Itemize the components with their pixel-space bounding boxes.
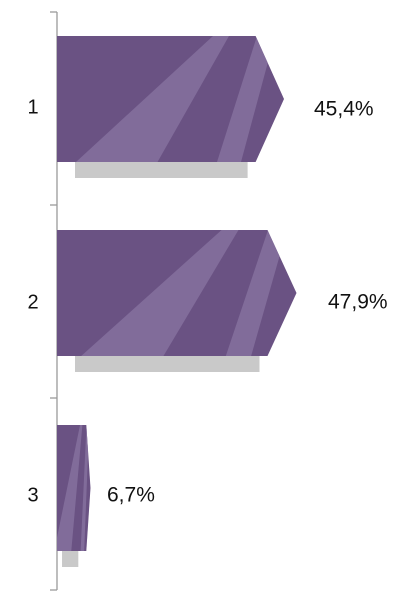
bar-stripe <box>217 36 275 162</box>
category-label: 1 <box>27 96 38 118</box>
bar-shadow <box>62 551 79 567</box>
value-label: 6,7% <box>107 484 155 507</box>
bar-stripe <box>225 230 288 356</box>
bars-group <box>57 36 297 567</box>
value-label: 47,9% <box>328 291 388 314</box>
bar-stripes <box>81 230 288 356</box>
bar-shadow <box>75 356 260 372</box>
bar-stripe <box>57 425 83 551</box>
category-label: 2 <box>27 291 38 313</box>
category-label: 3 <box>27 484 38 506</box>
bar-shadow <box>75 162 248 178</box>
bar-stripes <box>57 425 90 551</box>
bar-stripe <box>81 230 239 356</box>
bar-stripe <box>80 425 90 551</box>
bar-stripe <box>76 36 229 162</box>
value-label: 45,4% <box>314 98 374 121</box>
bar-stripes <box>76 36 275 162</box>
